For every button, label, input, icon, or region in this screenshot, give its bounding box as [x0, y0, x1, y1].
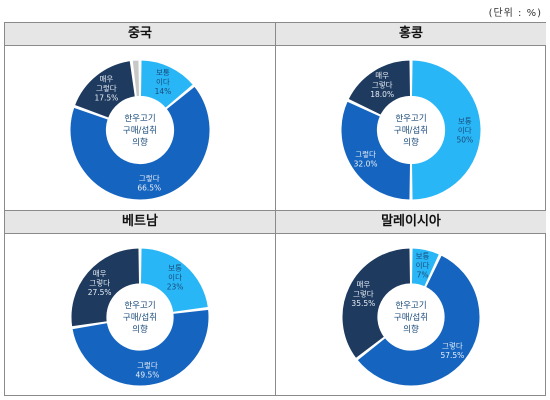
- donut-chart: 보통 이다 7% 그렇다 57.5% 매우 그렇다 35.5% 한우고기 구매/섭취 의향: [341, 247, 481, 387]
- slice-label: 보통 이다 50%: [456, 117, 473, 145]
- slice-label: 보통 이다 23%: [167, 264, 184, 292]
- center-label: 한우고기 구매/섭취 의향: [394, 114, 428, 148]
- center-label: 한우고기 구매/섭취 의향: [123, 301, 157, 335]
- donut-hole: [107, 284, 173, 350]
- donut-slice: [131, 59, 141, 98]
- chart-title: 홍콩: [276, 23, 546, 46]
- slice-label: 보통 이다 7%: [416, 252, 430, 280]
- slice-label: 그렇다 32.0%: [354, 149, 378, 169]
- slice-label: 보통 이다 14%: [155, 68, 172, 96]
- divider-vertical: [275, 23, 276, 395]
- slice-label: 그렇다 57.5%: [440, 340, 464, 360]
- slice-label: 그렇다 66.5%: [137, 173, 161, 193]
- donut-slice: [341, 247, 412, 360]
- donut-hole: [107, 97, 173, 163]
- center-label: 한우고기 구매/섭취 의향: [394, 301, 428, 335]
- donut-slice: [340, 100, 412, 201]
- slice-label: 그렇다 49.5%: [136, 360, 160, 380]
- donut-slice: [410, 247, 441, 288]
- donut-slice: [139, 247, 209, 313]
- slice-label: 매우 그렇다 18.0%: [370, 71, 394, 99]
- divider-horizontal: [5, 210, 545, 211]
- donut-chart: 보통 이다 14% 그렇다 66.5% 매우 그렇다 17.5%한우고기 구매/섭취 의향: [69, 59, 211, 201]
- donut-slice: [347, 59, 412, 116]
- donut-slice: [356, 254, 481, 387]
- donut-slice: [410, 59, 482, 201]
- panel-malaysia: 말레이시아 보통 이다 7% 그렇다 57.5% 매우 그렇다 35.5% 한우고기 구매/섭취 의…: [276, 211, 546, 397]
- donut-slice: [71, 308, 210, 387]
- slice-label: 매우 그렇다 27.5%: [88, 269, 112, 297]
- donut-slice: [139, 59, 194, 109]
- chart-grid: 중국 보통 이다 14% 그렇다 66.5% 매우 그렇다 17.5% 한우고기 구매/섭취 의향 …: [4, 22, 546, 396]
- center-label: 한우고기 구매/섭취 의향: [123, 114, 157, 148]
- panel-hongkong: 홍콩 보통 이다 50% 그렇다 32.0% 매우 그렇다 18.0% 한우고기 구매/섭취 의향: [276, 23, 546, 210]
- slice-label: 매우 그렇다 35.5%: [351, 280, 375, 308]
- panel-vietnam: 베트남 보통 이다 23% 그렇다 49.5% 매우 그렇다 27.5% 한우고기 구매/섭취 의향: [5, 211, 275, 397]
- donut-slice: [69, 85, 211, 201]
- donut-hole: [378, 284, 444, 350]
- slice-label: 매우 그렇다 17.5%: [94, 75, 118, 103]
- chart-title: 중국: [5, 23, 275, 46]
- donut-slice: [73, 60, 136, 119]
- chart-title: 말레이시아: [276, 211, 546, 234]
- donut-chart: 보통 이다 50% 그렇다 32.0% 매우 그렇다 18.0%한우고기 구매/섭취 의향: [340, 59, 482, 201]
- donut-chart: 보통 이다 23% 그렇다 49.5% 매우 그렇다 27.5% 한우고기 구매/섭취 의향: [70, 247, 210, 387]
- unit-label: (단위 : %): [488, 8, 542, 19]
- chart-title: 베트남: [5, 211, 275, 234]
- panel-china: 중국 보통 이다 14% 그렇다 66.5% 매우 그렇다 17.5% 한우고기 구매/섭취 의향: [5, 23, 275, 210]
- donut-hole: [378, 97, 444, 163]
- donut-slice: [70, 247, 141, 328]
